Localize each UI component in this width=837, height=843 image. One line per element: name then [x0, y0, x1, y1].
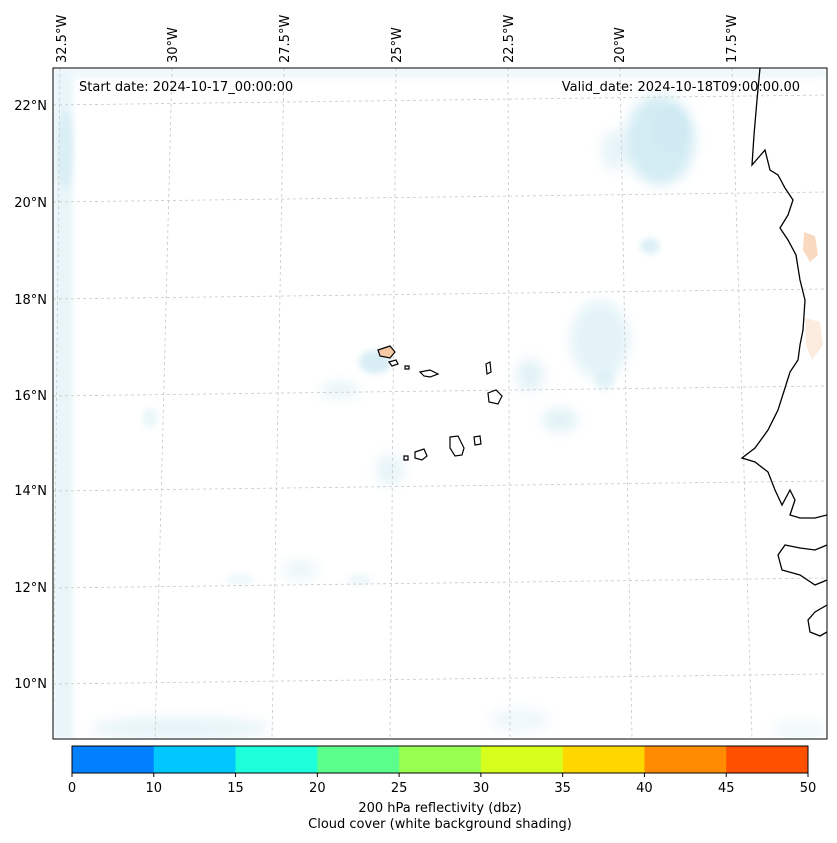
- cape-verde-islands: [377, 345, 503, 461]
- colorbar-tick-label: 30: [473, 781, 490, 796]
- colorbar-segment: [726, 746, 809, 773]
- colorbar-segment: [235, 746, 318, 773]
- valid-date-label: Valid_date: 2024-10-18T09:00:00.00: [562, 80, 800, 95]
- colorbar-segment: [644, 746, 727, 773]
- colorbar-segment: [480, 746, 564, 773]
- colorbar-segment: [72, 746, 155, 773]
- lon-label: 30°W: [166, 27, 181, 63]
- lon-label: 17.5°W: [725, 15, 740, 63]
- map-frame: [52, 67, 828, 740]
- colorbar-tick-label: 10: [146, 781, 163, 796]
- lat-label: 14°N: [14, 484, 47, 499]
- colorbar-segment: [562, 746, 645, 773]
- colorbar-tick-label: 15: [227, 781, 244, 796]
- lon-label: 20°W: [613, 27, 628, 63]
- lon-label: 25°W: [390, 27, 405, 63]
- longitude-labels: 32.5°W 30°W 27.5°W 25°W 22.5°W 20°W 17.5…: [55, 15, 740, 63]
- colorbar-segment: [399, 746, 482, 773]
- lat-label: 12°N: [14, 581, 47, 596]
- lon-label: 22.5°W: [502, 15, 517, 63]
- colorbar-segment: [153, 746, 237, 773]
- colorbar: 0 10 15 20 25 30 35 40 45 50: [68, 745, 817, 796]
- island-brava: [403, 455, 409, 461]
- reflectivity-patch: [803, 232, 818, 262]
- colorbar-sublabel: Cloud cover (white background shading): [308, 817, 572, 832]
- colorbar-label: 200 hPa reflectivity (dbz): [358, 801, 522, 816]
- island-boa-vista: [487, 389, 503, 405]
- reflectivity-patch: [805, 318, 823, 360]
- lat-label: 18°N: [14, 293, 47, 308]
- africa-coastline: [740, 68, 827, 637]
- lat-label: 22°N: [14, 99, 47, 114]
- cloud-cover-shading: [53, 68, 827, 739]
- lon-label: 32.5°W: [55, 15, 70, 63]
- latitude-labels: 22°N 20°N 18°N 16°N 14°N 12°N 10°N: [14, 99, 47, 692]
- colorbar-tick-label: 50: [800, 781, 817, 796]
- colorbar-tick-label: 25: [391, 781, 408, 796]
- map-area: [53, 68, 827, 739]
- island-santa-luzia: [404, 365, 410, 370]
- island-fogo: [414, 448, 428, 461]
- graticule: [53, 68, 827, 739]
- colorbar-tick-label: 20: [309, 781, 326, 796]
- colorbar-tick-label: 40: [636, 781, 653, 796]
- colorbar-tick-label: 35: [554, 781, 571, 796]
- colorbar-tick-label: 0: [68, 781, 76, 796]
- island-sal: [485, 361, 492, 375]
- colorbar-border: [71, 745, 809, 774]
- lat-label: 16°N: [14, 389, 47, 404]
- island-sao-vicente: [387, 359, 399, 367]
- colorbar-tick-label: 45: [718, 781, 735, 796]
- lat-label: 20°N: [14, 196, 47, 211]
- island-sao-nicolau: [418, 369, 440, 378]
- island-maio: [473, 435, 482, 446]
- lon-label: 27.5°W: [278, 15, 293, 63]
- island-santo-antao: [377, 345, 396, 359]
- lat-label: 10°N: [14, 677, 47, 692]
- start-date-label: Start date: 2024-10-17_00:00:00: [79, 80, 293, 95]
- colorbar-segment: [317, 746, 400, 773]
- island-santiago: [449, 435, 465, 457]
